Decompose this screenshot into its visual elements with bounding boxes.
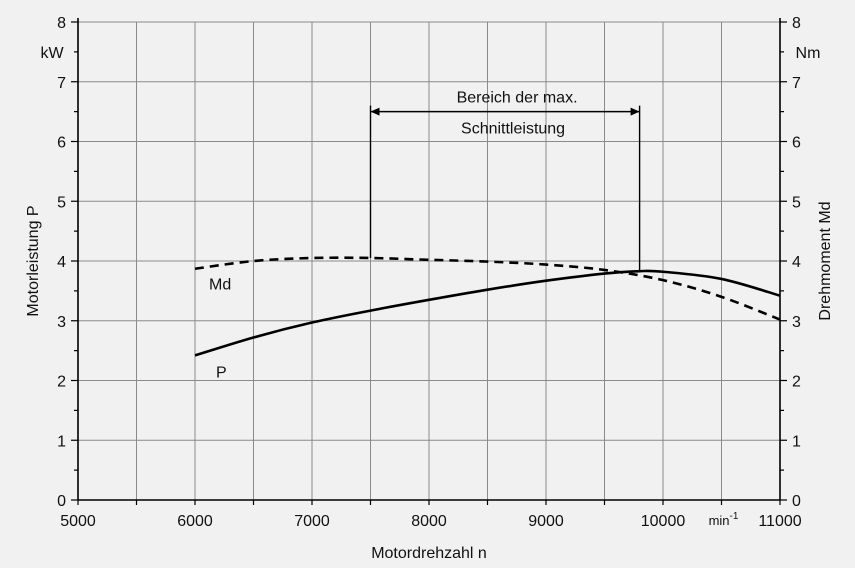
x-tick-label: 11000	[758, 513, 801, 530]
annotation-arrowhead-left	[370, 107, 380, 116]
x-tick-label: 6000	[177, 513, 213, 530]
y-right-tick-label: 7	[792, 75, 801, 92]
series-line-md	[194, 256, 781, 321]
y-right-tick-label: 4	[792, 254, 801, 271]
annotation-arrowhead-right	[630, 107, 640, 116]
y-right-tick-label: 5	[792, 194, 801, 211]
y-left-tick-label: 3	[57, 314, 66, 331]
x-tick-label: 10000	[641, 513, 686, 530]
y-left-tick-label: 8	[57, 15, 66, 32]
y-right-tick-label: 0	[792, 493, 801, 510]
annotation-range	[369, 105, 641, 272]
y-right-axis-title: Drehmoment Md	[817, 201, 834, 320]
y-right-tick-label: 3	[792, 314, 801, 331]
y-right-tick-label: 8	[792, 15, 801, 32]
y-right-tick-label: 6	[792, 135, 801, 152]
x-tick-label: 9000	[528, 513, 564, 530]
y-left-tick-label: 7	[57, 75, 66, 92]
x-unit-exponent: -1	[730, 511, 739, 522]
axes	[71, 18, 787, 505]
x-axis-unit: min-1	[709, 511, 739, 528]
series-line-p	[194, 269, 781, 357]
series-label-md: Md	[209, 277, 231, 294]
y-left-tick-label: 2	[57, 374, 66, 391]
series-label-p: P	[216, 365, 227, 382]
y-left-axis-title: Motorleistung P	[25, 205, 42, 316]
y-right-axis-unit: Nm	[796, 45, 821, 62]
x-tick-label: 5000	[60, 513, 96, 530]
y-left-tick-label: 6	[57, 135, 66, 152]
x-axis-title: Motordrehzahl n	[371, 545, 487, 562]
x-tick-label: 7000	[294, 513, 330, 530]
y-left-tick-label: 5	[57, 194, 66, 211]
y-left-axis-unit: kW	[40, 45, 64, 62]
y-left-tick-label: 4	[57, 254, 66, 271]
annotation-line2: Schnittleistung	[461, 121, 565, 138]
y-left-tick-label: 0	[57, 493, 66, 510]
tick-labels: 0 0 1 1 2 2 3 3 4 4 5 5 6 6 7 7 8 8 5000 6000 7000 8000 9000 10…	[57, 15, 802, 530]
x-unit-base: min	[709, 513, 730, 528]
y-left-tick-label: 1	[57, 433, 66, 450]
annotation-line1: Bereich der max.	[457, 90, 578, 107]
y-right-tick-label: 2	[792, 374, 801, 391]
x-tick-label: 8000	[411, 513, 447, 530]
y-right-tick-label: 1	[792, 433, 801, 450]
series-lines	[194, 256, 781, 357]
